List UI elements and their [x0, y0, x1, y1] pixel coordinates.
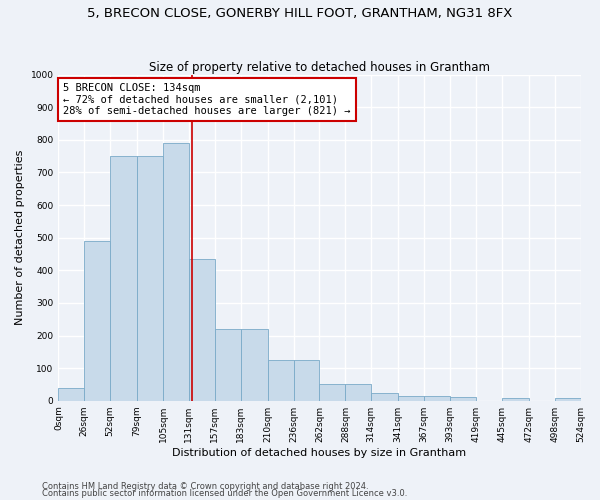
Bar	[346, 384, 371, 400]
Bar	[215, 329, 241, 400]
Bar	[137, 156, 163, 400]
Bar	[58, 388, 85, 400]
Bar	[85, 241, 110, 400]
Bar	[424, 396, 450, 400]
Bar	[189, 259, 215, 400]
X-axis label: Distribution of detached houses by size in Grantham: Distribution of detached houses by size …	[172, 448, 467, 458]
Bar	[268, 360, 293, 401]
Bar	[110, 156, 137, 400]
Bar	[502, 398, 529, 400]
Text: Contains HM Land Registry data © Crown copyright and database right 2024.: Contains HM Land Registry data © Crown c…	[42, 482, 368, 491]
Bar	[319, 384, 346, 400]
Title: Size of property relative to detached houses in Grantham: Size of property relative to detached ho…	[149, 60, 490, 74]
Text: Contains public sector information licensed under the Open Government Licence v3: Contains public sector information licen…	[42, 490, 407, 498]
Bar	[163, 143, 189, 401]
Bar	[450, 398, 476, 400]
Bar	[293, 360, 319, 401]
Text: 5 BRECON CLOSE: 134sqm
← 72% of detached houses are smaller (2,101)
28% of semi-: 5 BRECON CLOSE: 134sqm ← 72% of detached…	[64, 83, 351, 116]
Bar	[371, 392, 398, 400]
Bar	[241, 329, 268, 400]
Bar	[554, 398, 581, 400]
Bar	[398, 396, 424, 400]
Text: 5, BRECON CLOSE, GONERBY HILL FOOT, GRANTHAM, NG31 8FX: 5, BRECON CLOSE, GONERBY HILL FOOT, GRAN…	[88, 8, 512, 20]
Y-axis label: Number of detached properties: Number of detached properties	[15, 150, 25, 326]
